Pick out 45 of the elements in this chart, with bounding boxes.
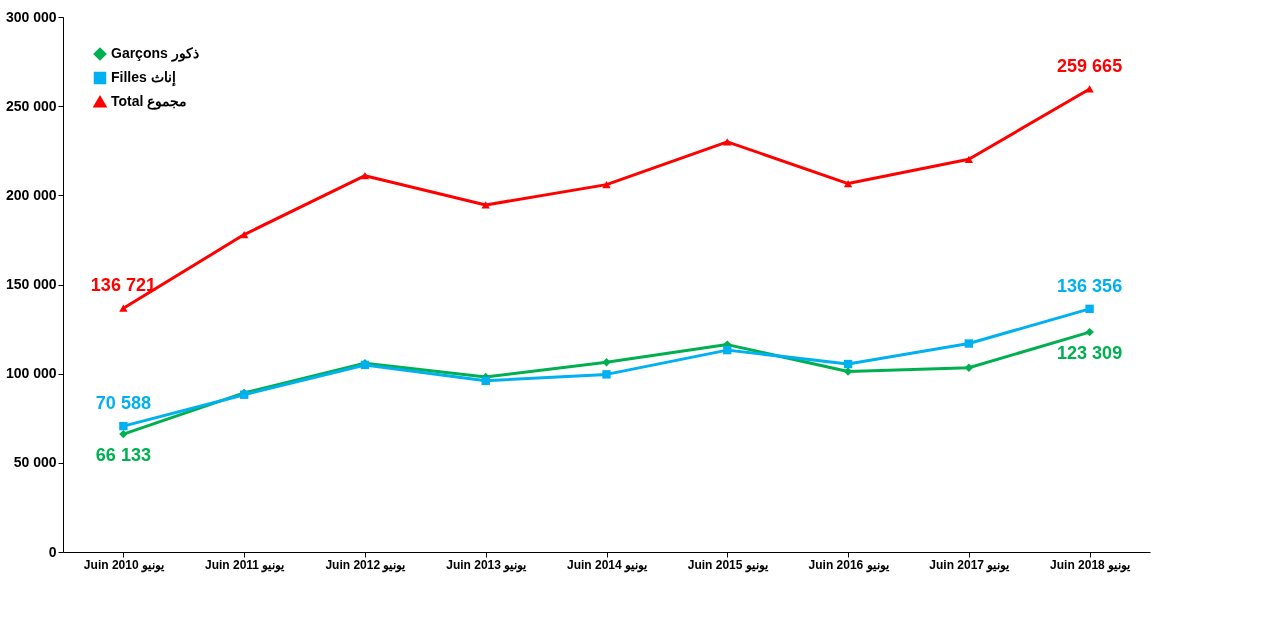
point — [1085, 304, 1094, 314]
legend-label: Filles إناث — [111, 69, 176, 87]
data-label: 259 665 — [1057, 55, 1123, 76]
x-tick-label: Juin 2017 يونيو — [929, 557, 1011, 573]
point — [239, 230, 249, 239]
y-tick-label: 300 000 — [5, 8, 57, 25]
data-label: 136 356 — [1057, 275, 1123, 296]
point — [360, 172, 370, 180]
point — [964, 155, 974, 163]
y-tick-label: 0 — [48, 543, 57, 560]
x-tick-label: Juin 2012 يونيو — [325, 557, 407, 573]
data-label: 70 588 — [95, 393, 151, 414]
point — [843, 367, 853, 376]
data-label: 136 721 — [90, 275, 156, 296]
point — [1085, 85, 1094, 93]
x-tick-label: Juin 2010 يونيو — [83, 557, 165, 573]
y-tick-label: 200 000 — [5, 186, 57, 203]
data-label: 66 133 — [95, 445, 151, 466]
y-tick-label: 50 000 — [13, 454, 57, 471]
point — [481, 201, 490, 209]
legend-label: Total مجموع — [111, 93, 188, 110]
point — [1085, 327, 1094, 337]
x-tick-label: Juin 2016 يونيو — [808, 557, 890, 573]
x-tick-label: Juin 2013 يونيو — [446, 557, 528, 573]
x-tick-label: Juin 2015 يونيو — [687, 557, 769, 573]
y-tick-label: 150 000 — [5, 276, 57, 292]
x-tick-label: Juin 2018 يونيو — [1050, 557, 1132, 573]
point — [119, 421, 128, 431]
x-tick-label: Juin 2011 يونيو — [204, 557, 286, 573]
point — [843, 179, 853, 188]
y-tick-label: 100 000 — [5, 365, 57, 382]
point — [964, 363, 974, 372]
point — [843, 359, 853, 369]
y-tick-label: 250 000 — [5, 97, 57, 114]
point — [119, 429, 128, 439]
point — [481, 376, 490, 385]
point — [602, 358, 611, 367]
legend-label: Garçons ذكور — [111, 45, 199, 62]
data-label: 123 309 — [1057, 343, 1123, 364]
point — [723, 345, 732, 355]
point — [119, 304, 128, 312]
x-tick-label: Juin 2014 يونيو — [566, 557, 649, 573]
point — [602, 370, 611, 379]
point — [964, 339, 974, 348]
point — [602, 181, 611, 189]
